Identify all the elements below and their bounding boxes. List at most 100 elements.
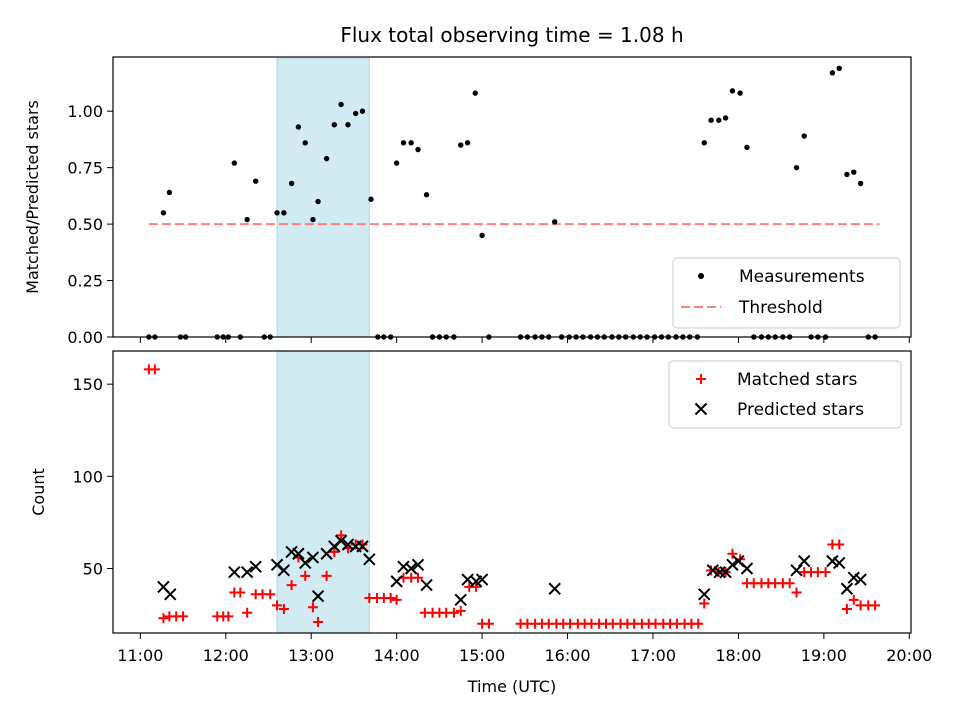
measurement-point: [281, 210, 287, 216]
axes-frame: [112, 56, 912, 338]
matched-star-point: [272, 600, 283, 611]
matched-star-point: [242, 607, 253, 618]
matched-star-point: [149, 364, 160, 375]
measurement-point: [368, 196, 374, 202]
y-tick-label: 0.00: [67, 328, 103, 347]
predicted-star-point: [164, 588, 177, 601]
measurement-point: [458, 142, 464, 148]
matched-star-point: [300, 570, 311, 581]
legend-box: [668, 360, 902, 429]
predicted-star-point: [420, 578, 433, 592]
measurement-point: [345, 122, 351, 128]
predicted-star-point: [475, 573, 489, 586]
measurement-point: [244, 216, 250, 223]
predicted-star-point: [292, 547, 305, 560]
predicted-star-point: [740, 562, 754, 575]
x-tick-label: 11:00: [117, 646, 163, 665]
matched-star-point: [834, 539, 845, 550]
y-tick-label: 1.00: [67, 102, 103, 121]
matched-star-point: [848, 594, 859, 605]
legend-predicted-marker: [694, 402, 708, 416]
matched-star-point: [235, 587, 246, 598]
x-tick-label: 19:00: [801, 646, 847, 665]
x-axis-label: Time (UTC): [467, 677, 556, 696]
measurement-point: [708, 117, 714, 123]
x-tick-label: 12:00: [203, 646, 249, 665]
measurement-point: [359, 108, 366, 114]
measurement-point: [423, 192, 430, 198]
predicted-star-point: [411, 558, 425, 572]
measurement-point: [331, 122, 337, 128]
predicted-star-point: [356, 540, 369, 553]
matched-star-point: [321, 570, 332, 581]
measurement-point: [851, 169, 857, 175]
measurement-point: [166, 189, 173, 196]
predicted-star-point: [840, 582, 854, 595]
legend-measurements: Measurements: [739, 267, 865, 287]
matched-star-point: [336, 530, 347, 541]
y-tick-label: 0.25: [67, 272, 103, 291]
legend-matched-marker: [696, 374, 706, 384]
predicted-star-point: [390, 575, 403, 588]
y-tick-label: 50: [83, 559, 103, 578]
measurement-point: [472, 90, 478, 96]
matched-star-point: [307, 602, 318, 613]
predicted-star-point: [277, 564, 291, 577]
measurement-point: [408, 140, 414, 146]
matched-star-point: [265, 589, 276, 600]
y-tick-label: 150: [72, 375, 103, 394]
matched-star-point: [329, 546, 340, 557]
matched-star-point: [158, 613, 169, 624]
predicted-star-point: [363, 553, 376, 566]
legend-box: [672, 257, 901, 329]
predicted-star-point: [404, 562, 418, 575]
predicted-star-point: [341, 538, 355, 551]
predicted-star-point: [698, 588, 711, 601]
legend-predicted: Predicted stars: [737, 400, 864, 420]
measurement-point: [744, 144, 750, 151]
matched-star-point: [784, 578, 795, 589]
matched-star-point: [699, 598, 710, 609]
predicted-star-point: [397, 560, 410, 573]
measurement-point: [701, 140, 707, 146]
measurement-point: [400, 140, 407, 146]
matched-star-point: [357, 539, 368, 550]
measurement-point: [464, 140, 471, 146]
predicted-star-point: [454, 593, 467, 607]
measurement-point: [857, 180, 864, 187]
legend-measurement-marker: [698, 273, 704, 279]
predicted-star-point: [790, 564, 803, 577]
measurement-point: [288, 180, 295, 187]
matched-star-point: [791, 587, 802, 598]
matched-star-point: [870, 600, 881, 611]
matched-star-point: [391, 594, 402, 605]
chart-title: Flux total observing time = 1.08 h: [340, 23, 683, 47]
measurement-point: [274, 210, 280, 216]
predicted-star-point: [249, 560, 262, 573]
measurement-point: [729, 88, 736, 94]
matched-star-point: [706, 565, 717, 576]
measurement-point: [393, 160, 400, 166]
matched-star-point: [223, 611, 234, 622]
matched-star-point: [693, 618, 704, 629]
matched-star-point: [483, 618, 494, 629]
predicted-star-point: [833, 556, 846, 570]
measurement-point: [737, 90, 743, 96]
predicted-star-point: [797, 554, 811, 568]
y-tick-label: 0.50: [67, 215, 103, 234]
x-tick-label: 17:00: [630, 646, 676, 665]
bottom-panel: 50 100 150 11:00 12:00 13:00 14:00 15:00 16:00 17…: [29, 350, 932, 665]
measurement-point: [338, 101, 344, 108]
axes-frame: [112, 350, 912, 634]
matched-star-point: [286, 580, 297, 591]
predicted-star-point: [299, 556, 312, 570]
x-tick-label: 13:00: [288, 646, 334, 665]
measurement-point: [801, 133, 807, 139]
matched-star-point: [313, 616, 324, 627]
predicted-star-point: [228, 565, 241, 579]
matched-star-point: [841, 604, 852, 615]
legend-matched: Matched stars: [737, 370, 857, 390]
x-tick-label: 16:00: [544, 646, 590, 665]
y-tick-label: 0.75: [67, 159, 103, 178]
measurement-point: [844, 171, 850, 178]
